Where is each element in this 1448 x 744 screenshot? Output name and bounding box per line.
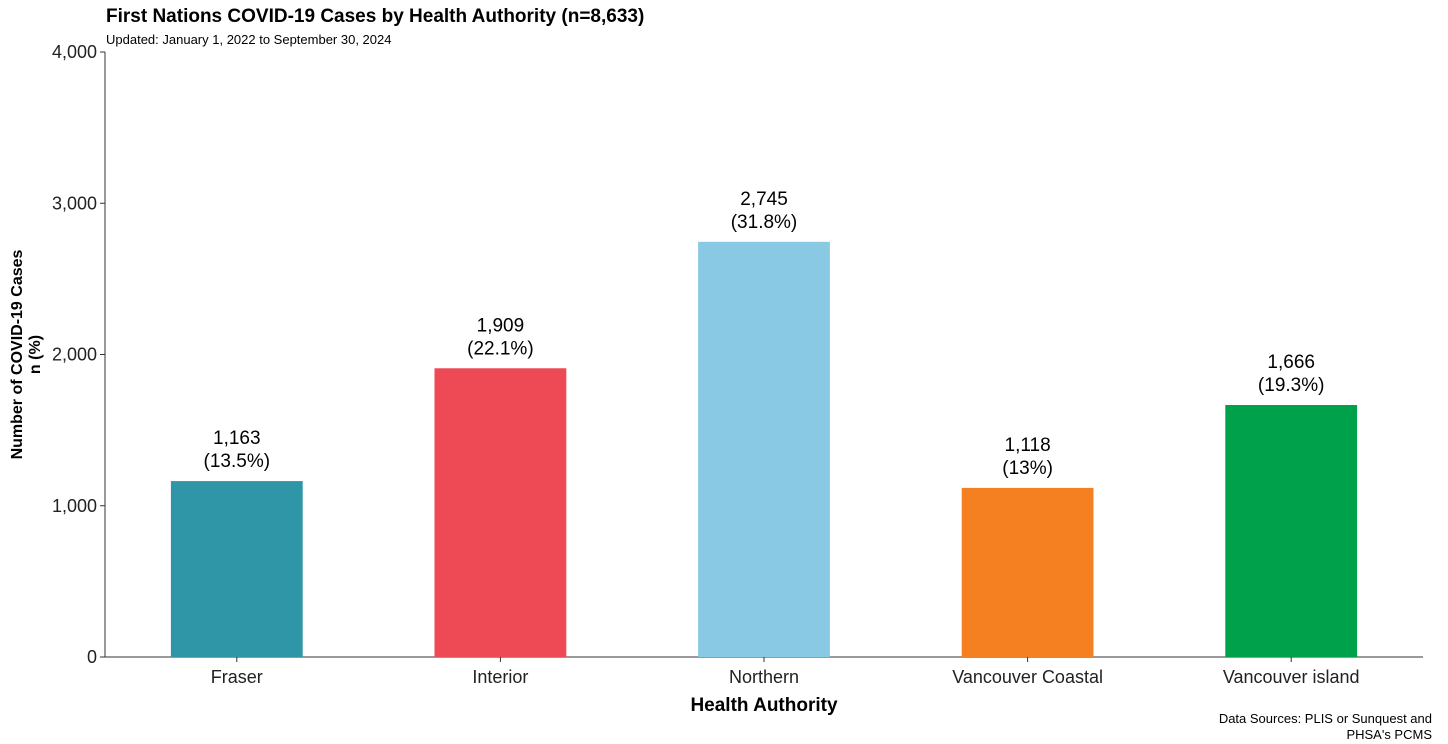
bar-value-label: 1,909 — [477, 315, 525, 336]
bar-percent-label: (13%) — [1002, 458, 1053, 479]
x-axis-title: Health Authority — [690, 695, 838, 716]
caption-line-1: Data Sources: PLIS or Sunquest and — [1218, 711, 1432, 726]
y-tick-label: 3,000 — [52, 193, 97, 213]
y-axis-title-line2: n (%) — [27, 335, 44, 374]
x-tick-label: Vancouver Coastal — [952, 667, 1103, 687]
bar — [1225, 405, 1358, 657]
bar-percent-label: (13.5%) — [204, 451, 271, 472]
y-axis: 0 1,000 2,000 3,000 4,000 — [52, 42, 106, 667]
bar-percent-label: (31.8%) — [731, 212, 798, 233]
bars-group — [170, 241, 1358, 657]
bar-value-label: 1,118 — [1005, 435, 1051, 456]
y-tick-label: 0 — [87, 647, 97, 667]
x-axis: Fraser Interior Northern Vancouver Coastal V… — [105, 656, 1423, 687]
x-tick-label: Fraser — [211, 667, 263, 687]
bar-value-label: 2,745 — [740, 189, 788, 210]
bar — [961, 487, 1094, 657]
y-tick-label: 4,000 — [52, 42, 97, 62]
bar-value-label: 1,666 — [1267, 352, 1315, 373]
y-tick-label: 2,000 — [52, 345, 97, 365]
bar — [170, 481, 303, 657]
bar-value-label: 1,163 — [213, 428, 261, 449]
data-source-caption: Data Sources: PLIS or Sunquest and PHSA'… — [1132, 711, 1432, 743]
bar-percent-label: (22.1%) — [467, 338, 534, 359]
x-tick-label: Interior — [472, 667, 528, 687]
x-tick-label: Northern — [729, 667, 799, 687]
x-tick-label: Vancouver island — [1223, 667, 1360, 687]
chart-title: First Nations COVID-19 Cases by Health A… — [106, 6, 645, 27]
y-axis-title-line1: Number of COVID-19 Cases — [9, 249, 26, 459]
data-labels-group: 1,163(13.5%) 1,909(22.1%) 2,745(31.8%) 1,11… — [204, 189, 1325, 479]
chart-subtitle: Updated: January 1, 2022 to September 30… — [106, 32, 392, 47]
bar-percent-label: (19.3%) — [1258, 375, 1325, 396]
bar — [698, 241, 830, 657]
y-tick-label: 1,000 — [52, 496, 97, 516]
bar — [434, 368, 567, 657]
caption-line-2: PHSA's PCMS — [1346, 727, 1432, 742]
